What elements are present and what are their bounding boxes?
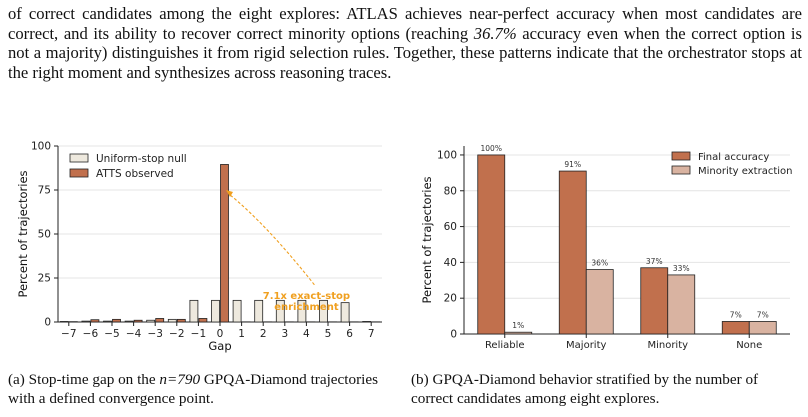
data-label: 100% (481, 144, 502, 153)
caption-a-math: n=790 (159, 371, 201, 388)
bar-minority-extraction (748, 321, 777, 335)
body-paragraph: of correct candidates among the eight ex… (8, 4, 802, 82)
x-tick-label: −2 (169, 328, 184, 340)
bar-null (189, 299, 199, 323)
bar-final-accuracy (477, 154, 506, 335)
bar-null (81, 320, 91, 323)
data-label: 37% (646, 257, 663, 266)
x-tick-label: −7 (61, 328, 76, 340)
paragraph-text-2: accuracy even when the correct option is… (8, 23, 802, 82)
y-axis-label: Percent of trajectories (16, 170, 30, 297)
annotation-text-line2: enrichment (274, 302, 339, 313)
y-tick-label: 80 (444, 185, 457, 197)
y-tick-label: 40 (444, 257, 457, 269)
x-tick-label: −6 (83, 328, 99, 340)
bar-final-accuracy (640, 267, 669, 335)
bar-null (167, 318, 177, 323)
x-tick-label: Reliable (485, 340, 525, 351)
bar-observed (176, 318, 186, 323)
chart-behavior-stratified: 0 20 40 60 80 100 100% 91% 37% 7% 1% 36% 33% 7% Reliab… (414, 140, 806, 360)
y-tick-label: 0 (450, 329, 457, 341)
chart-stop-time-gap: 0 25 50 75 100 −7 −6 −5 −4 −3 −2 −1 0 1 2 3 4 5 6 7 Gap Perce… (6, 140, 398, 360)
caption-a: (a) Stop-time gap on the n=790 GPQA-Diam… (8, 371, 400, 408)
x-tick-label: 2 (260, 328, 267, 340)
x-tick-label: 5 (325, 328, 332, 340)
x-tick-label: Majority (566, 340, 606, 351)
bar-null (319, 299, 328, 323)
bar-null (275, 299, 285, 323)
bar-observed (198, 318, 208, 323)
legend-label: Final accuracy (698, 152, 769, 163)
annotation-arrow (228, 193, 315, 286)
legend-swatch (671, 165, 691, 175)
bar-null (340, 302, 350, 323)
legend-label: Uniform-stop null (96, 153, 187, 165)
x-tick-label: −5 (104, 328, 119, 340)
bar-final-accuracy (721, 321, 750, 335)
legend-swatch (671, 151, 691, 161)
data-label: 7% (730, 310, 742, 319)
bar-null (59, 321, 69, 323)
x-tick-label: −3 (147, 328, 162, 340)
y-tick-label: 50 (38, 229, 51, 241)
bar-minority-extraction (667, 274, 696, 335)
caption-b: (b) GPQA-Diamond behavior stratified by … (411, 371, 759, 407)
x-tick-label: 3 (281, 328, 288, 340)
chart-a-svg: 0 25 50 75 100 −7 −6 −5 −4 −3 −2 −1 0 1 2 3 4 5 6 7 Gap Perce… (16, 141, 382, 353)
x-tick-label: Minority (647, 340, 688, 351)
legend-swatch (69, 153, 89, 163)
bar-observed (112, 318, 121, 323)
x-axis-label: Gap (208, 339, 231, 353)
y-tick-label: 100 (31, 141, 51, 153)
y-tick-label: 20 (444, 293, 457, 305)
bar-null (146, 319, 156, 323)
bar-null (232, 299, 242, 323)
x-tick-label: 0 (217, 328, 224, 340)
bar-null (124, 320, 134, 323)
legend-label: ATTS observed (96, 168, 174, 180)
bar-minority-extraction (585, 269, 614, 335)
x-tick-label: 6 (346, 328, 353, 340)
legend-label: Minority extraction (698, 166, 792, 177)
caption-a-suffix: GPQA-Diamond trajectories with a defined… (8, 371, 379, 407)
y-tick-label: 100 (437, 149, 457, 161)
bar-observed (133, 319, 143, 323)
y-tick-label: 75 (38, 185, 51, 197)
data-label: 33% (673, 264, 690, 273)
x-tick-label: 7 (368, 328, 375, 340)
chart-b-svg: 0 20 40 60 80 100 100% 91% 37% 7% 1% 36% 33% 7% Reliab… (420, 144, 792, 351)
y-tick-label: 60 (444, 221, 457, 233)
paragraph-math: 36.7% (473, 23, 517, 43)
x-tick-label: −1 (191, 328, 206, 340)
y-axis-label: Percent of trajectories (420, 176, 434, 303)
data-label: 91% (564, 160, 581, 169)
x-tick-label: 4 (303, 328, 310, 340)
data-label: 36% (591, 259, 608, 268)
x-tick-label: −4 (126, 328, 142, 340)
bar-null (211, 299, 220, 323)
caption-a-prefix: (a) Stop-time gap on the (8, 371, 160, 388)
data-label: 7% (757, 310, 769, 319)
bar-minority-extraction (504, 331, 533, 335)
x-tick-label: None (736, 340, 762, 351)
bar-observed (90, 319, 100, 323)
paragraph-text-1: of correct candidates among the eight ex… (8, 4, 802, 43)
y-tick-label: 25 (38, 273, 51, 285)
bar-null (103, 320, 112, 323)
bar-observed (155, 318, 165, 323)
x-tick-label: 1 (238, 328, 245, 340)
annotation-arrowhead (226, 190, 233, 197)
data-label: 1% (512, 321, 524, 330)
y-tick-label: 0 (44, 317, 51, 329)
bar-final-accuracy (558, 170, 587, 335)
annotation-text-line1: 7.1x exact-stop (263, 291, 350, 302)
bar-null (362, 321, 372, 323)
bar-observed (220, 164, 229, 323)
bar-null (254, 299, 264, 323)
legend-swatch (69, 168, 89, 178)
bar-null (297, 299, 307, 323)
